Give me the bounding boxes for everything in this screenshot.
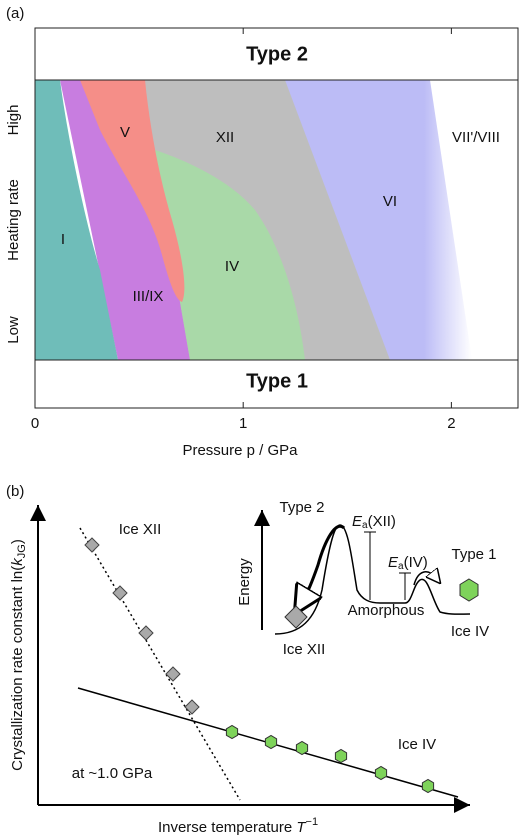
x-tick-label: 2 [447,415,455,432]
hexagon-marker [264,734,278,750]
region-iv [155,150,305,360]
inset-label: Type 2 [279,499,324,516]
hexagon-marker [374,765,388,781]
text: T [296,819,307,836]
arrow-type1 [413,572,436,586]
text: −1 [306,816,319,828]
region-label: VII'/VIII [452,129,500,146]
text: E [352,513,363,530]
hexagon-marker [421,778,435,794]
text: a [398,561,404,572]
x-axis-label: Inverse temperature T−1 [158,816,318,836]
diamond-marker [112,585,128,601]
ice-xii-points [84,537,200,715]
region-label: I [61,231,65,248]
annotation: at ~1.0 GPa [72,765,153,782]
text: k [9,557,26,566]
y-axis-label: Heating rate [5,179,22,261]
region-label: III/IX [133,288,164,305]
text: JG [16,544,28,558]
hexagon-marker [334,748,348,764]
region-label: XII [216,129,234,146]
band-label: Type 2 [246,43,308,65]
text: Crystallization rate constant ln( [9,566,26,771]
inset-label: Amorphous [348,602,425,619]
region-i [35,80,118,360]
text: ) [9,539,26,544]
text: E [388,554,399,571]
region-label: VI [383,193,397,210]
inset-label: Ea(IV) [388,554,428,572]
series-label: Ice XII [119,521,162,538]
region-label: V [120,124,130,141]
x-tick-label: 0 [31,415,39,432]
series-label: Ice IV [398,736,436,753]
energy-label: Energy [236,558,253,606]
hexagon-marker [225,724,239,740]
diamond-marker [84,537,100,553]
diamond-marker [138,625,154,641]
x-axis-label: Pressure p / GPa [182,442,298,459]
region-vi [280,80,472,360]
text: (XII) [368,513,396,530]
inset-label: Ice IV [451,623,489,640]
text: a [362,520,368,531]
diamond-marker [165,666,181,682]
fit-line-ice-xii [79,527,241,801]
panel-label: (b) [6,483,24,500]
band-label: Type 1 [246,370,308,392]
frame [34,27,519,409]
x-tick-label: 1 [239,415,247,432]
inset-label: Type 1 [451,546,496,563]
hexagon-marker [295,740,309,756]
y-category: Low [5,316,22,344]
region-label: IV [225,258,239,275]
region-v [80,80,185,302]
ice-iv-icon [459,578,479,602]
ice-iv-points [225,724,435,794]
arrow-type2 [302,524,346,602]
y-axis-label: Crystallization rate constant ln(kJG) [9,539,28,771]
y-category: High [5,105,22,136]
panel-label: (a) [6,5,24,22]
phase-regions [35,80,472,360]
ice-xii-icon [284,605,308,629]
inset-label: Ice XII [283,641,326,658]
inset-label: Ea(XII) [352,513,396,531]
energy-curve [274,524,471,635]
text: (IV) [404,554,428,571]
text: Inverse temperature [158,819,296,836]
diamond-marker [184,699,200,715]
